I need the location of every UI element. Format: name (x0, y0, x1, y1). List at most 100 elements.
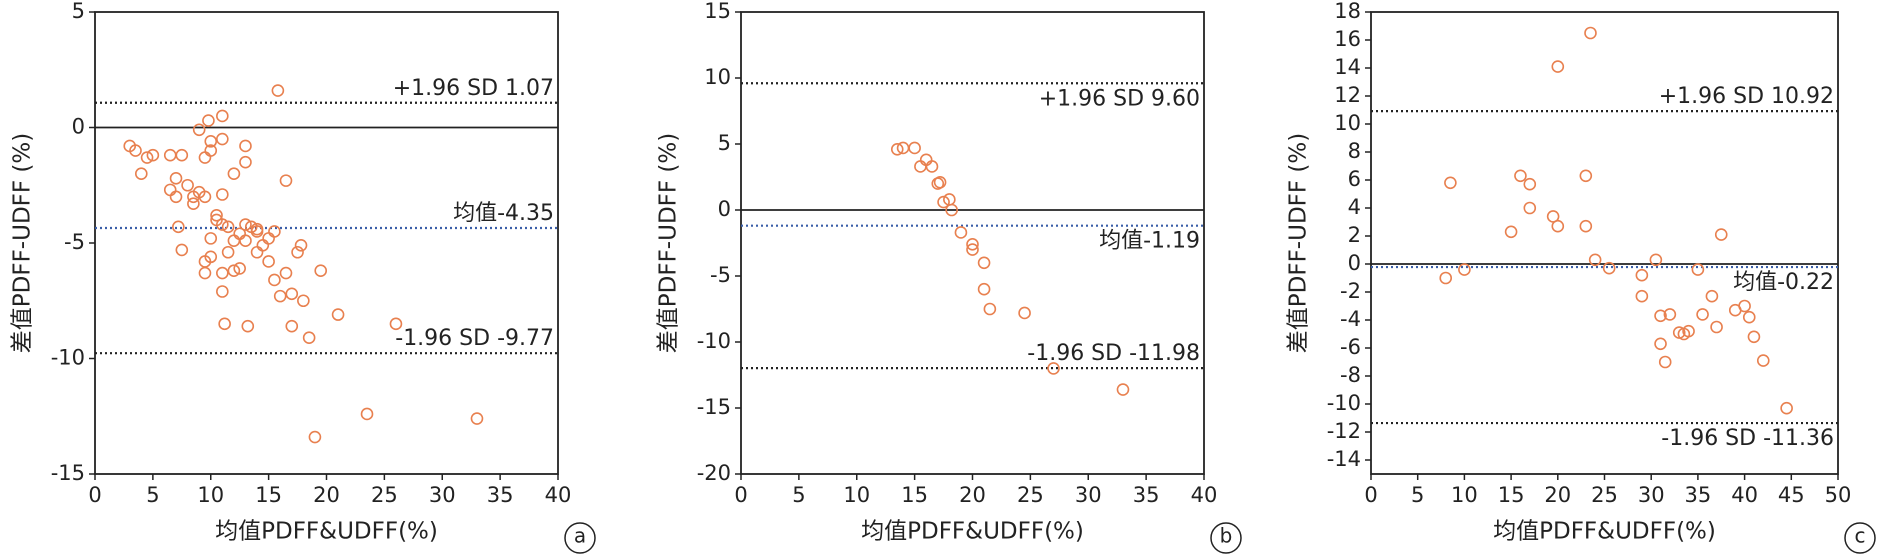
reference-label: +1.96 SD 1.07 (393, 76, 554, 101)
point (1579, 169, 1593, 183)
point (1742, 310, 1756, 324)
y-tick-label: -5 (710, 263, 731, 287)
point (1579, 219, 1593, 233)
point (239, 218, 252, 231)
plot-frame (94, 11, 559, 475)
y-tick-label: -6 (1340, 335, 1361, 359)
x-axis-label: 均值PDFF&UDFF(%) (1493, 519, 1716, 545)
point (1738, 299, 1751, 313)
point (204, 232, 218, 245)
point (1756, 354, 1770, 367)
point (187, 197, 200, 211)
y-tick-label: -10 (697, 329, 731, 353)
point (163, 148, 177, 162)
y-tick-label: -15 (697, 395, 731, 419)
point (1514, 169, 1527, 183)
x-tick-label: 10 (1451, 483, 1478, 507)
point (360, 407, 374, 421)
plot-frame (740, 11, 1205, 475)
x-tick-label: 5 (1411, 483, 1424, 507)
point (169, 190, 183, 204)
point (285, 287, 299, 301)
y-tick-label: -10 (51, 346, 85, 370)
point (227, 264, 241, 278)
point (202, 114, 215, 127)
x-tick-label: 15 (1498, 483, 1525, 507)
point (1654, 309, 1667, 323)
point (239, 234, 252, 247)
y-tick-label: 4 (1348, 195, 1361, 219)
x-tick-label: 20 (1544, 483, 1571, 507)
point (977, 256, 991, 270)
panel-badge (1210, 522, 1242, 554)
reference-label: 均值-4.35 (453, 201, 554, 226)
point (1663, 308, 1677, 321)
point (216, 285, 229, 298)
reference-label: 均值-1.19 (1099, 229, 1200, 254)
point (227, 167, 241, 180)
y-tick-label: -12 (1327, 419, 1361, 443)
reference-label: -1.96 SD -11.98 (1027, 341, 1200, 366)
x-tick-label: 30 (1638, 483, 1665, 507)
y-tick-label: 6 (1348, 167, 1361, 191)
point (227, 234, 241, 247)
reference-label: -1.96 SD -9.77 (395, 326, 554, 351)
x-tick-label: 50 (1825, 483, 1852, 507)
point (1444, 176, 1457, 190)
point (933, 175, 947, 189)
point (163, 183, 177, 197)
x-tick-label: 10 (197, 483, 224, 507)
y-tick-label: -14 (1327, 447, 1361, 471)
point (140, 151, 154, 164)
point (1682, 324, 1695, 338)
point (216, 132, 229, 146)
point (291, 245, 304, 259)
y-tick-label: -20 (697, 461, 731, 485)
point (241, 319, 255, 333)
point (1523, 201, 1537, 215)
point (273, 289, 287, 303)
point (966, 238, 979, 251)
point (1551, 60, 1565, 73)
point (1747, 330, 1761, 344)
y-tick-label: 14 (1334, 55, 1361, 79)
point (297, 294, 310, 308)
point (1018, 306, 1031, 320)
point (1551, 219, 1565, 233)
point (262, 255, 275, 268)
point (181, 178, 194, 192)
point (233, 262, 246, 275)
y-tick-label: 12 (1334, 83, 1361, 107)
point (239, 139, 252, 153)
point (216, 266, 229, 280)
point (1635, 289, 1649, 303)
point (239, 155, 252, 169)
point (1705, 289, 1719, 303)
point (172, 220, 185, 234)
point (914, 160, 927, 173)
x-axis-label: 均值PDFF&UDFF(%) (861, 519, 1084, 545)
point (221, 220, 235, 234)
panel-label: a (574, 524, 586, 548)
point (175, 148, 189, 162)
y-tick-label: 2 (1348, 223, 1361, 247)
reference-label: 均值-0.22 (1733, 270, 1834, 295)
point (129, 144, 142, 157)
x-tick-label: 0 (88, 483, 101, 507)
point (204, 250, 218, 264)
point (175, 243, 189, 257)
y-tick-label: -4 (1340, 307, 1361, 331)
point (216, 218, 229, 231)
y-tick-label: -10 (1327, 391, 1361, 415)
x-tick-label: 30 (429, 483, 456, 507)
point (1047, 362, 1060, 375)
x-tick-label: 35 (487, 483, 514, 507)
point (204, 144, 218, 157)
point (954, 226, 968, 239)
x-tick-label: 0 (1364, 483, 1377, 507)
point (268, 273, 281, 287)
y-tick-label: 0 (1348, 251, 1361, 275)
point (890, 142, 904, 156)
y-tick-label: -5 (64, 230, 85, 254)
x-tick-label: 15 (255, 483, 282, 507)
